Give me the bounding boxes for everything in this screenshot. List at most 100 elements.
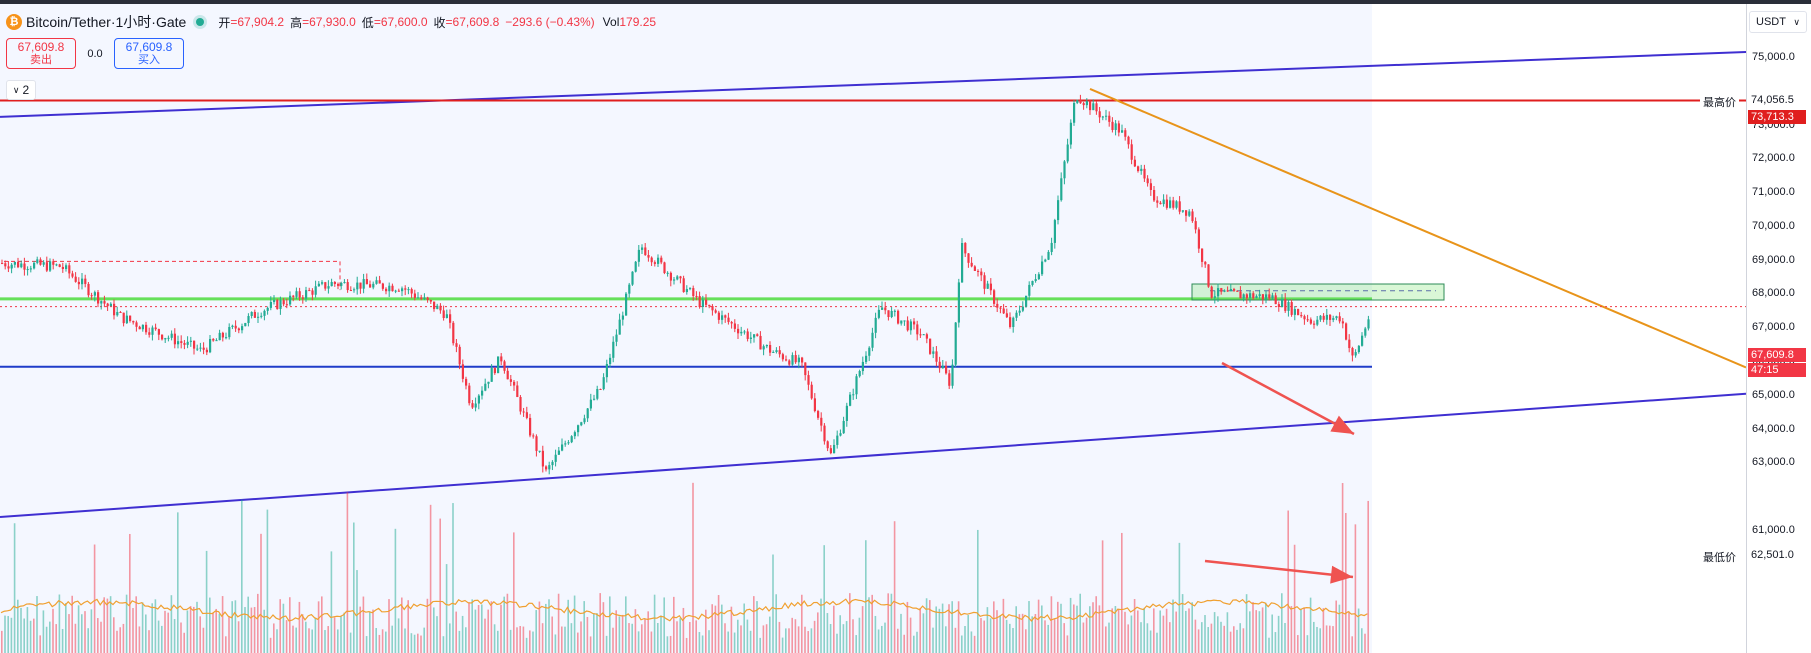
volume-bar [314, 617, 317, 653]
candle-body [1111, 121, 1114, 130]
volume-bar [340, 616, 342, 653]
candle-body [932, 351, 935, 354]
low-value: =67,600.0 [373, 15, 428, 29]
volume-bar [833, 605, 835, 653]
candle-body [740, 331, 743, 334]
candle-body [1325, 314, 1328, 320]
volume-bar [1133, 599, 1136, 653]
candle-body [631, 271, 634, 285]
candle-body [33, 262, 36, 269]
candle-body [490, 368, 493, 382]
volume-bar [289, 597, 291, 653]
candle-body [164, 338, 167, 340]
candle-body [599, 389, 602, 391]
candle-body [1252, 293, 1255, 299]
volume-bar [890, 593, 893, 653]
candle-body [1108, 115, 1111, 122]
candle-body [961, 243, 964, 283]
indicators-toggle-button[interactable]: ∨ 2 [6, 80, 36, 100]
candle-body [689, 288, 692, 290]
volume-value: 179.25 [619, 15, 657, 29]
volume-bar [935, 606, 937, 653]
candle-body [618, 319, 621, 335]
price-chart[interactable] [0, 4, 1746, 653]
candle-body [1105, 115, 1108, 117]
volume-bar [164, 610, 166, 653]
candle-body [455, 343, 458, 347]
volume-bar [237, 621, 240, 653]
currency-select[interactable]: USDT ∨ [1749, 11, 1807, 33]
candle-body [1121, 130, 1124, 133]
volume-bar [1245, 594, 1248, 653]
candle-body [1287, 302, 1290, 311]
volume-bar [746, 619, 749, 653]
symbol-interval[interactable]: 1小时 [115, 14, 152, 30]
volume-bar [756, 601, 758, 653]
volume-bar [97, 618, 99, 653]
candle-body [385, 288, 388, 292]
candle-body [621, 315, 624, 320]
candle-body [596, 389, 599, 399]
volume-bar [817, 612, 819, 653]
candle-body [138, 326, 141, 330]
candle-body [1226, 290, 1229, 292]
candle-body [1332, 318, 1335, 320]
volume-bar [740, 625, 742, 653]
candle-body [1316, 319, 1319, 325]
volume-bar [218, 613, 221, 653]
volume-bar [1149, 630, 1152, 653]
volume-bar [193, 606, 195, 653]
candle-body [1271, 295, 1274, 299]
close-value: =67,609.8 [445, 15, 500, 29]
volume-bar [849, 593, 851, 653]
volume-bar [263, 609, 265, 653]
volume-bar [877, 629, 880, 653]
volume-bar [881, 625, 883, 653]
volume-bar [727, 631, 729, 653]
candle-body [1175, 201, 1178, 208]
candle-body [292, 295, 295, 297]
price-arrow-head [1330, 415, 1354, 434]
volume-bar [205, 550, 208, 653]
volume-bar [106, 598, 109, 653]
volume-bar [167, 612, 169, 653]
candle-body [343, 282, 346, 284]
buy-price: 67,609.8 [125, 39, 173, 54]
volume-bar [999, 615, 1001, 653]
candle-body [820, 417, 823, 426]
candle-body [634, 261, 637, 272]
sell-button[interactable]: 67,609.8 卖出 [6, 38, 76, 69]
candle-body [1079, 100, 1082, 104]
volume-bar [308, 628, 310, 653]
volume-bar [897, 628, 899, 653]
sell-price: 67,609.8 [17, 39, 65, 54]
volume-bar [269, 637, 272, 653]
candle-body [861, 361, 864, 372]
candle-body [852, 394, 855, 396]
buy-button[interactable]: 67,609.8 买入 [114, 38, 184, 69]
candle-body [705, 299, 708, 305]
symbol-name[interactable]: Bitcoin/Tether [26, 14, 111, 30]
downtrend-line [1089, 88, 1746, 369]
candle-body [93, 292, 96, 296]
volume-bar [570, 623, 573, 653]
volume-bar [125, 594, 128, 653]
volume-bar [52, 608, 54, 653]
candle-body [1204, 261, 1207, 265]
volume-bar [1217, 616, 1219, 653]
candle-body [1146, 178, 1149, 184]
volume-bar [132, 608, 134, 653]
volume-bar [10, 617, 13, 653]
price-tick-label: 70,000.0 [1752, 219, 1795, 232]
candle-body [1092, 103, 1095, 111]
candle-body [701, 299, 704, 308]
volume-bar [343, 612, 345, 653]
volume-bar [689, 622, 691, 653]
candle-body [29, 268, 32, 270]
candle-body [778, 350, 781, 355]
candle-body [151, 327, 154, 335]
volume-bar [266, 509, 269, 653]
volume-bar [714, 605, 717, 653]
candle-body [1095, 103, 1098, 112]
candle-body [372, 283, 375, 288]
